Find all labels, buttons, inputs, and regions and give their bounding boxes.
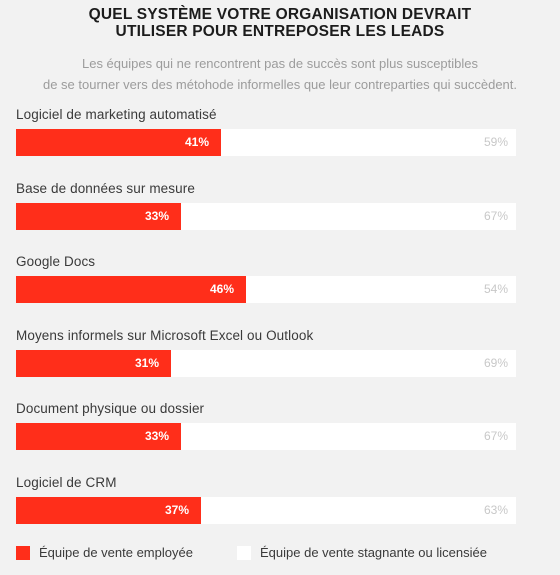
data-label-stagnant: 67% xyxy=(483,429,508,443)
data-label-employed: 46% xyxy=(209,282,234,296)
category-label: Google Docs xyxy=(16,254,96,269)
category-label: Base de données sur mesure xyxy=(16,180,195,196)
bar-segment-stagnant: 41% 59% xyxy=(16,129,516,156)
legend-label-employed: Équipe de vente employée xyxy=(39,545,193,560)
bar-segment-employed: 33% xyxy=(16,202,181,230)
bar-segment-employed: 31% xyxy=(16,349,171,377)
bar-row: Base de données sur mesure 33% 67% xyxy=(16,181,516,241)
bar-segment-employed: 33% xyxy=(16,423,181,450)
bar-segment-employed: 41% xyxy=(16,129,221,156)
chart-title-line-2: UTILISER POUR ENTREPOSER LES LEADS xyxy=(115,23,445,40)
bar-row: Logiciel de marketing automatisé 41% 59% xyxy=(16,107,516,167)
category-label: Logiciel de marketing automatisé xyxy=(16,107,217,122)
bar-segment-stagnant: 31% 69% xyxy=(16,349,516,377)
bar-row: Google Docs 46% 54% xyxy=(16,254,516,314)
data-label-stagnant: 59% xyxy=(483,135,508,149)
bar-row: Moyens informels sur Microsoft Excel ou … xyxy=(16,328,516,388)
data-label-stagnant: 69% xyxy=(483,355,508,370)
chart-subtitle-line-1: Les équipes qui ne rencontrent pas de su… xyxy=(81,56,479,71)
data-label-employed: 33% xyxy=(144,208,169,223)
bar-row: Logiciel de CRM 37% 63% xyxy=(16,475,516,535)
data-label-stagnant: 67% xyxy=(483,208,508,223)
chart-subtitle-line-2: de se tourner vers des métohode informel… xyxy=(42,77,518,92)
data-label-employed: 31% xyxy=(134,355,159,370)
data-label-stagnant: 54% xyxy=(483,282,508,296)
bar-segment-stagnant: 33% 67% xyxy=(16,423,516,450)
chart-title-line-1: QUEL SYSTÈME VOTRE ORGANISATION DEVRAIT xyxy=(88,6,472,23)
data-label-employed: 37% xyxy=(164,502,189,517)
data-label-employed: 33% xyxy=(144,429,169,443)
category-label: Logiciel de CRM xyxy=(16,474,117,490)
bar-segment-employed: 37% xyxy=(16,496,201,524)
data-label-stagnant: 63% xyxy=(483,502,508,517)
bar-segment-stagnant: 33% 67% xyxy=(16,202,516,230)
bar-segment-stagnant: 37% 63% xyxy=(16,496,516,524)
category-label: Document physique ou dossier xyxy=(16,401,205,416)
category-label: Moyens informels sur Microsoft Excel ou … xyxy=(16,327,314,343)
bar-segment-stagnant: 46% 54% xyxy=(16,276,516,303)
chart-subtitle: Les équipes qui ne rencontrent pas de su… xyxy=(0,53,560,95)
legend-swatch-stagnant xyxy=(237,546,251,560)
legend: Équipe de vente employée Équipe de vente… xyxy=(0,545,560,565)
data-label-employed: 41% xyxy=(184,135,209,149)
legend-swatch-employed xyxy=(16,546,30,560)
bar-segment-employed: 46% xyxy=(16,276,246,303)
chart-title: QUEL SYSTÈME VOTRE ORGANISATION DEVRAIT … xyxy=(0,6,560,40)
legend-label-stagnant: Équipe de vente stagnante ou licensiée xyxy=(260,545,487,560)
bar-row: Document physique ou dossier 33% 67% xyxy=(16,401,516,461)
